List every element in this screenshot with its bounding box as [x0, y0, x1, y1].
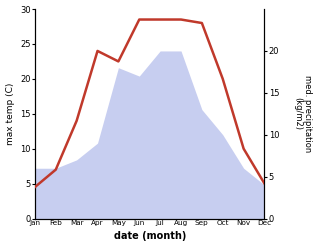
Y-axis label: max temp (C): max temp (C)	[5, 82, 15, 145]
X-axis label: date (month): date (month)	[114, 231, 186, 242]
Y-axis label: med. precipitation
(kg/m2): med. precipitation (kg/m2)	[293, 75, 313, 152]
